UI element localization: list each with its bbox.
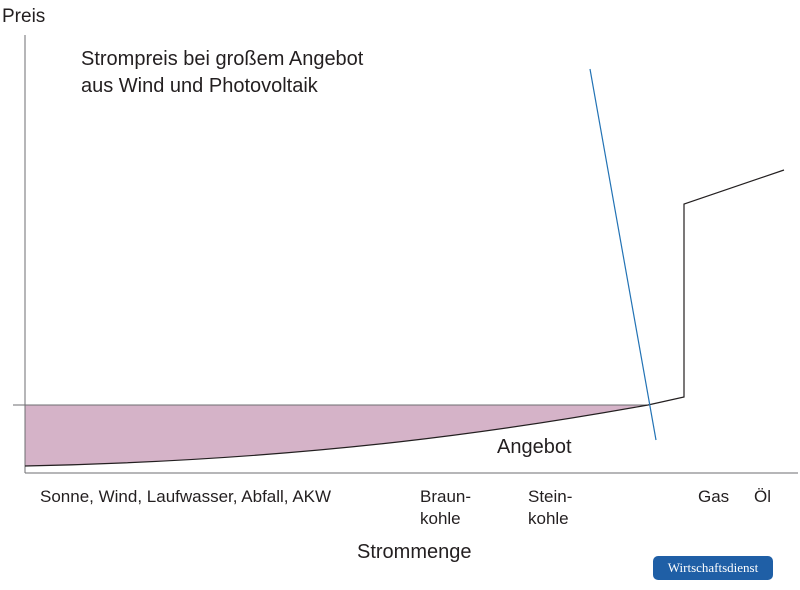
diagram-title: Strompreis bei großem Angebot aus Wind u… [81,46,363,100]
x-category-oil: Öl [754,486,771,508]
x-category-line: Stein- [528,487,573,506]
supply-curve-label: Angebot [497,436,572,458]
diagram-title-line-2: aus Wind und Photovoltaik [81,75,318,97]
x-category-line: Öl [754,487,771,506]
x-category-renewables: Sonne, Wind, Laufwasser, Abfall, AKW [40,486,331,508]
diagram-title-line-1: Strompreis bei großem Angebot [81,48,364,70]
x-category-line: Braun- [420,487,472,506]
supply-curve [24,169,785,467]
publisher-badge: Wirtschaftsdienst [653,556,773,580]
x-category-hard-coal: Stein- kohle [528,486,572,530]
x-category-line: Gas [698,487,730,506]
y-axis-label: Preis [2,6,46,27]
x-category-line: kohle [420,509,461,528]
x-axis-label: Strommenge [357,541,472,563]
negative-price-area [25,405,648,466]
x-category-lignite: Braun- kohle [420,486,471,530]
x-category-line: kohle [528,509,569,528]
demand-curve [589,68,657,441]
x-category-line: Sonne, Wind, Laufwasser, Abfall, AKW [40,487,332,506]
x-category-gas: Gas [698,486,729,508]
